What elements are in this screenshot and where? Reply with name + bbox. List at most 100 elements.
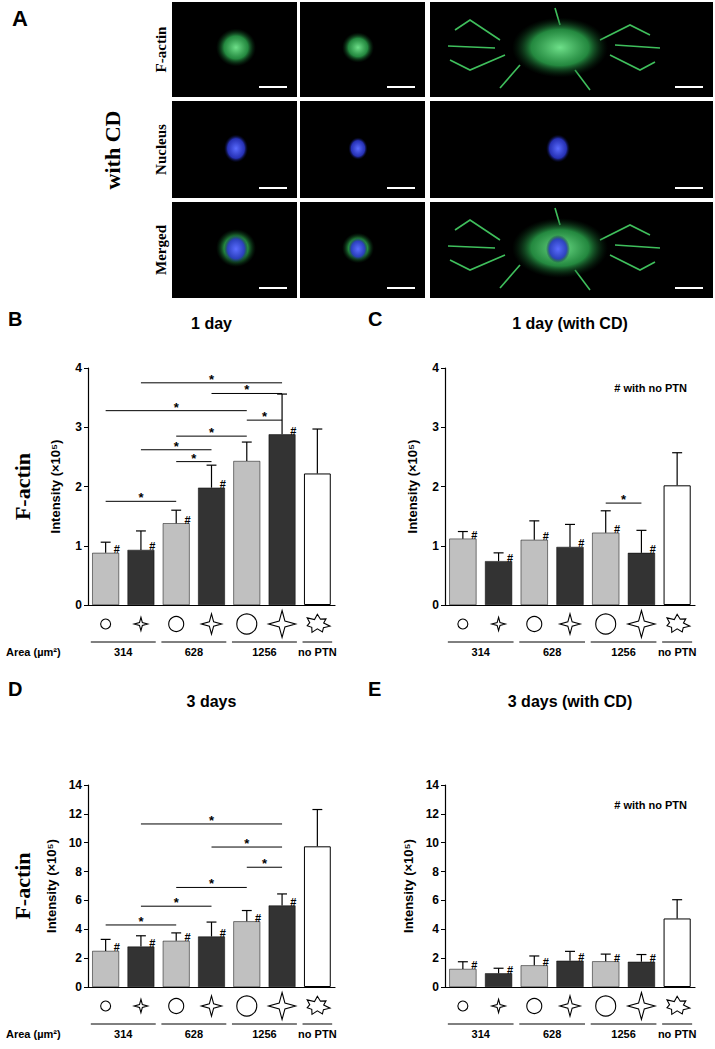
svg-text:#: #: [614, 952, 620, 964]
svg-text:4: 4: [432, 922, 439, 936]
svg-text:628: 628: [543, 646, 561, 658]
svg-text:*: *: [244, 382, 250, 397]
svg-text:C: C: [368, 308, 382, 330]
svg-text:1256: 1256: [611, 1028, 635, 1040]
svg-text:10: 10: [69, 836, 83, 850]
svg-text:#: #: [149, 937, 155, 949]
svg-text:#: #: [184, 514, 190, 526]
svg-text:4: 4: [432, 361, 439, 375]
svg-text:1 day: 1 day: [191, 315, 232, 332]
svg-text:#: #: [507, 552, 513, 564]
svg-text:6: 6: [432, 893, 439, 907]
svg-text:*: *: [174, 400, 180, 415]
svg-text:#: #: [290, 896, 296, 908]
svg-text:#: #: [255, 912, 261, 924]
svg-text:628: 628: [185, 646, 203, 658]
svg-text:14: 14: [426, 778, 440, 792]
svg-text:314: 314: [472, 646, 491, 658]
svg-text:#: #: [471, 529, 477, 541]
svg-text:no PTN: no PTN: [298, 1028, 337, 1040]
svg-text:Intensity (×10⁵): Intensity (×10⁵): [48, 440, 63, 534]
svg-text:3 days (with CD): 3 days (with CD): [508, 693, 632, 710]
svg-text:#: #: [507, 964, 513, 976]
svg-text:*: *: [209, 425, 215, 440]
svg-text:1256: 1256: [611, 646, 635, 658]
svg-text:#: #: [220, 927, 226, 939]
svg-text:#: #: [578, 951, 584, 963]
svg-text:628: 628: [543, 1028, 561, 1040]
svg-text:Intensity (×10⁵): Intensity (×10⁵): [44, 839, 59, 933]
svg-text:#: #: [114, 941, 120, 953]
svg-text:314: 314: [114, 1028, 133, 1040]
svg-text:F-actin: F-actin: [10, 852, 35, 919]
svg-text:#: #: [184, 931, 190, 943]
svg-text:# with no PTN: # with no PTN: [614, 382, 687, 394]
svg-text:#: #: [543, 956, 549, 968]
svg-text:Intensity (×10⁵): Intensity (×10⁵): [401, 839, 416, 933]
svg-text:4: 4: [75, 922, 82, 936]
svg-text:#: #: [114, 543, 120, 555]
svg-text:*: *: [138, 490, 144, 505]
svg-text:1 day (with CD): 1 day (with CD): [512, 315, 628, 332]
svg-text:#: #: [220, 478, 226, 490]
svg-text:#: #: [650, 952, 656, 964]
svg-text:6: 6: [75, 893, 82, 907]
svg-text:F-actin: F-actin: [153, 26, 169, 72]
svg-text:#: #: [290, 425, 296, 437]
svg-text:Intensity (×10⁵): Intensity (×10⁵): [405, 440, 420, 534]
svg-text:4: 4: [75, 361, 82, 375]
svg-text:2: 2: [432, 951, 439, 965]
svg-text:Nucleus: Nucleus: [153, 124, 169, 175]
svg-text:628: 628: [185, 1028, 203, 1040]
svg-text:no PTN: no PTN: [658, 646, 697, 658]
svg-text:12: 12: [69, 807, 83, 821]
svg-text:*: *: [191, 451, 197, 466]
svg-text:14: 14: [69, 778, 83, 792]
svg-text:2: 2: [75, 951, 82, 965]
svg-text:B: B: [8, 308, 22, 330]
svg-text:Area (µm²): Area (µm²): [6, 1028, 61, 1040]
svg-text:3: 3: [432, 420, 439, 434]
svg-text:with CD: with CD: [100, 111, 125, 190]
svg-text:# with no PTN: # with no PTN: [614, 799, 687, 811]
svg-text:3 days: 3 days: [187, 693, 237, 710]
svg-text:0: 0: [75, 598, 82, 612]
svg-text:10: 10: [426, 836, 440, 850]
svg-text:*: *: [262, 409, 268, 424]
svg-text:#: #: [650, 543, 656, 555]
svg-text:2: 2: [75, 480, 82, 494]
svg-text:A: A: [12, 6, 28, 31]
svg-text:*: *: [174, 439, 180, 454]
svg-text:*: *: [138, 914, 144, 929]
svg-text:E: E: [368, 678, 381, 700]
svg-text:0: 0: [432, 598, 439, 612]
svg-text:Area (µm²): Area (µm²): [6, 646, 61, 658]
svg-text:#: #: [614, 523, 620, 535]
svg-text:#: #: [578, 537, 584, 549]
svg-text:2: 2: [432, 480, 439, 494]
svg-text:8: 8: [432, 865, 439, 879]
svg-text:*: *: [262, 856, 268, 871]
svg-text:*: *: [621, 492, 627, 507]
svg-text:no PTN: no PTN: [298, 646, 337, 658]
svg-text:no PTN: no PTN: [658, 1028, 697, 1040]
svg-text:*: *: [174, 895, 180, 910]
svg-text:8: 8: [75, 865, 82, 879]
svg-text:1256: 1256: [252, 646, 276, 658]
svg-text:314: 314: [472, 1028, 491, 1040]
svg-text:F-actin: F-actin: [10, 453, 35, 520]
svg-text:*: *: [209, 813, 215, 828]
svg-text:Merged: Merged: [153, 224, 169, 275]
svg-text:0: 0: [75, 980, 82, 994]
svg-text:0: 0: [432, 980, 439, 994]
svg-text:#: #: [471, 959, 477, 971]
svg-text:D: D: [8, 678, 22, 700]
svg-text:314: 314: [114, 646, 133, 658]
svg-text:1: 1: [75, 539, 82, 553]
svg-text:*: *: [244, 836, 250, 851]
svg-text:1: 1: [432, 539, 439, 553]
svg-text:*: *: [209, 876, 215, 891]
svg-text:#: #: [543, 530, 549, 542]
svg-text:3: 3: [75, 420, 82, 434]
svg-text:#: #: [149, 540, 155, 552]
